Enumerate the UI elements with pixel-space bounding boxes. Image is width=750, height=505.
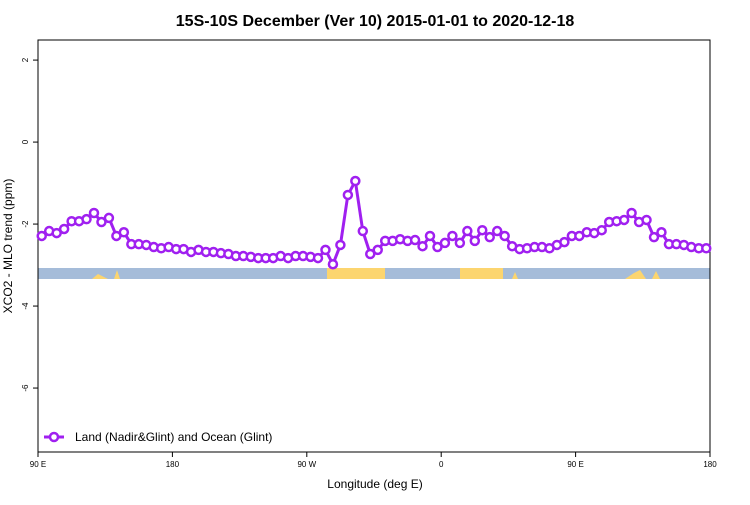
data-point bbox=[357, 225, 369, 237]
data-point bbox=[335, 239, 346, 251]
x-tick-label: 90 E bbox=[567, 460, 583, 469]
x-tick-label: 90 E bbox=[30, 460, 46, 469]
data-point bbox=[409, 234, 421, 246]
data-point bbox=[596, 224, 607, 236]
data-point bbox=[417, 240, 428, 252]
legend-label: Land (Nadir&Glint) and Ocean (Glint) bbox=[75, 430, 272, 444]
y-axis-label: XCO2 - MLO trend (ppm) bbox=[1, 179, 15, 314]
data-point bbox=[484, 231, 495, 243]
data-point bbox=[372, 244, 383, 256]
y-tick-label: 0 bbox=[21, 139, 30, 144]
data-point bbox=[559, 236, 570, 248]
x-tick-label: 180 bbox=[703, 460, 717, 469]
y-tick-label: -4 bbox=[21, 302, 30, 310]
data-point bbox=[118, 227, 130, 238]
data-point bbox=[103, 212, 115, 224]
data-point bbox=[96, 216, 107, 228]
data-point bbox=[36, 230, 47, 242]
land-band bbox=[92, 268, 660, 279]
data-point bbox=[312, 252, 324, 264]
data-point bbox=[491, 225, 503, 237]
data-point bbox=[51, 227, 62, 239]
data-point bbox=[469, 235, 481, 247]
data-point bbox=[320, 244, 331, 256]
data-point bbox=[656, 227, 667, 238]
data-point bbox=[88, 207, 100, 219]
data-point bbox=[701, 243, 712, 254]
data-point bbox=[424, 230, 436, 242]
legend bbox=[39, 426, 289, 448]
y-tick-label: -2 bbox=[21, 220, 30, 228]
data-point bbox=[365, 248, 376, 260]
y-tick-label: -6 bbox=[21, 384, 30, 392]
x-tick-label: 180 bbox=[166, 460, 180, 469]
x-tick-label: 90 W bbox=[297, 460, 316, 469]
data-point bbox=[58, 223, 70, 235]
x-axis-label: Longitude (deg E) bbox=[327, 477, 422, 491]
data-point bbox=[462, 225, 473, 237]
data-point bbox=[439, 237, 451, 249]
data-point bbox=[618, 214, 630, 226]
data-point bbox=[626, 207, 637, 219]
data-point bbox=[350, 175, 361, 187]
data-point bbox=[327, 258, 339, 270]
y-tick-label: 2 bbox=[21, 57, 30, 62]
data-point bbox=[454, 237, 466, 249]
data-point bbox=[499, 230, 510, 242]
data-point bbox=[648, 231, 660, 243]
data-point bbox=[342, 189, 354, 201]
data-point bbox=[447, 230, 458, 242]
data-point bbox=[81, 213, 92, 225]
data-point bbox=[477, 224, 488, 236]
x-tick-label: 0 bbox=[439, 460, 444, 469]
legend-marker bbox=[48, 431, 60, 443]
chart-title: 15S-10S December (Ver 10) 2015-01-01 to … bbox=[176, 13, 575, 30]
data-point bbox=[432, 241, 443, 253]
data-point bbox=[641, 214, 652, 226]
